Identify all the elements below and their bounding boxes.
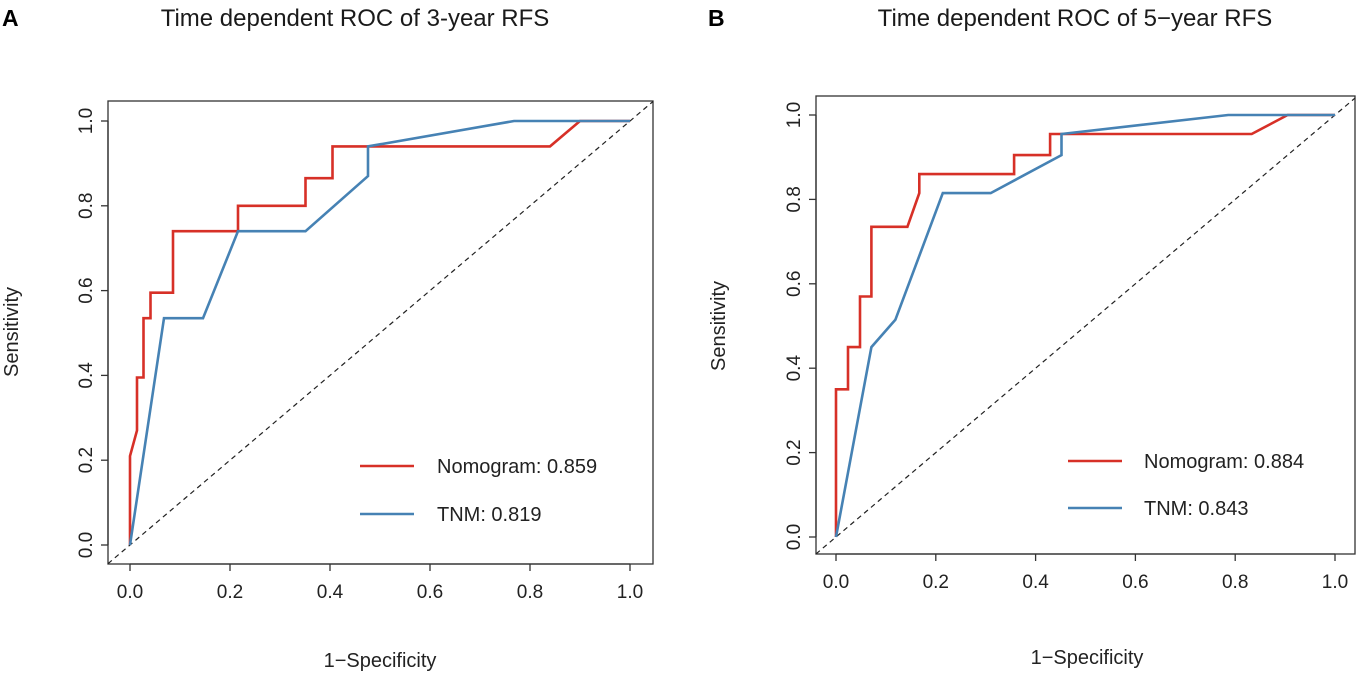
y-tick-label-b: 0.0 xyxy=(784,524,805,550)
y-tick-label-a: 0.8 xyxy=(76,193,97,219)
reference-diagonal-b xyxy=(815,97,1356,555)
legend-label-tnm-b: TNM: 0.843 xyxy=(1144,498,1248,520)
roc-curve-tnm-b xyxy=(834,113,1335,538)
x-tick-label-b: 0.4 xyxy=(1022,572,1049,593)
panel-letter-b: B xyxy=(708,5,725,31)
plot-frame-b xyxy=(815,95,1356,555)
y-tick-label-a: 1.0 xyxy=(76,108,97,134)
roc-curve-tnm-a xyxy=(128,119,630,546)
y-tick-label-b: 1.0 xyxy=(784,102,805,128)
y-tick-label-b: 0.6 xyxy=(784,271,805,297)
chart-title-b: Time dependent ROC of 5−year RFS xyxy=(878,5,1273,32)
chart-title-a: Time dependent ROC of 3-year RFS xyxy=(161,5,550,32)
series-group-b xyxy=(834,113,1335,538)
axes-a: 0.0 0.2 0.4 0.6 0.8 1.0 0.0 0.2 0.4 0.6 0.8 1.0 xyxy=(76,108,643,603)
axes-b: 0.0 0.2 0.4 0.6 0.8 1.0 0.0 0.2 0.4 0.6 0.8 1.0 xyxy=(784,102,1348,593)
y-tick-label-b: 0.4 xyxy=(784,355,805,382)
x-tick-label-b: 0.6 xyxy=(1122,572,1148,593)
legend-b: Nomogram: 0.884 TNM: 0.843 xyxy=(1068,451,1304,520)
y-axis-label-a: Sensitivity xyxy=(1,287,23,377)
x-tick-label-a: 0.6 xyxy=(417,582,443,603)
y-tick-label-a: 0.2 xyxy=(76,447,97,473)
y-tick-label-a: 0.6 xyxy=(76,277,97,303)
x-tick-label-b: 0.2 xyxy=(923,572,949,593)
roc-curve-nomogram-b xyxy=(834,113,1335,537)
x-tick-label-a: 1.0 xyxy=(617,582,643,603)
legend-a: Nomogram: 0.859 TNM: 0.819 xyxy=(360,456,597,526)
y-tick-label-b: 0.2 xyxy=(784,439,805,465)
x-tick-label-b: 1.0 xyxy=(1322,572,1348,593)
legend-label-tnm-a: TNM: 0.819 xyxy=(437,504,541,526)
x-tick-label-b: 0.0 xyxy=(823,572,849,593)
y-tick-label-a: 0.4 xyxy=(76,362,97,389)
x-tick-label-b: 0.8 xyxy=(1222,572,1248,593)
y-tick-label-b: 0.8 xyxy=(784,186,805,212)
x-tick-label-a: 0.4 xyxy=(317,582,344,603)
x-tick-label-a: 0.8 xyxy=(517,582,543,603)
series-group-a xyxy=(128,119,630,546)
x-tick-label-a: 0.0 xyxy=(117,582,143,603)
y-axis-label-b: Sensitivity xyxy=(708,281,730,371)
roc-curve-nomogram-a xyxy=(128,119,630,545)
x-axis-label-a: 1−Specificity xyxy=(324,650,437,672)
panel-b: B Time dependent ROC of 5−year RFS 0.0 0.… xyxy=(708,5,1356,669)
reference-diagonal-a xyxy=(107,101,654,565)
y-tick-label-a: 0.0 xyxy=(76,532,97,558)
legend-label-nomogram-b: Nomogram: 0.884 xyxy=(1144,451,1304,473)
panel-letter-a: A xyxy=(2,5,19,31)
legend-label-nomogram-a: Nomogram: 0.859 xyxy=(437,456,597,478)
x-axis-label-b: 1−Specificity xyxy=(1031,647,1144,669)
panel-a: A Time dependent ROC of 3-year RFS 0.0 0.… xyxy=(1,5,654,672)
x-tick-label-a: 0.2 xyxy=(217,582,243,603)
